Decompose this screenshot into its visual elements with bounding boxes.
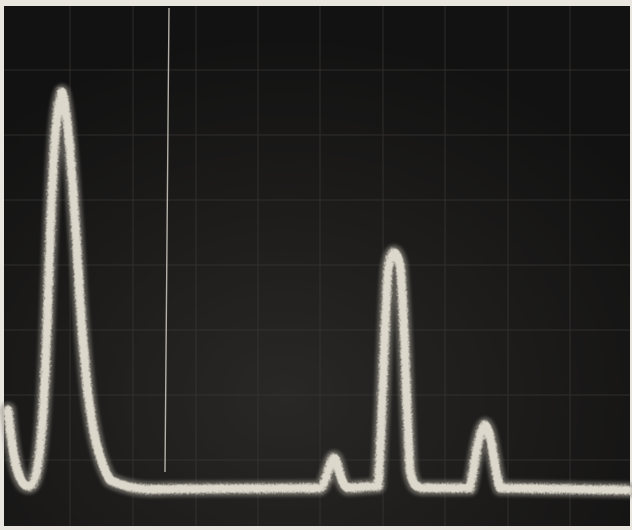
- marker-line: [164, 7, 170, 473]
- screen: [4, 6, 630, 526]
- graticule: [4, 6, 630, 526]
- trace: [0, 84, 632, 498]
- trace-line: [3, 87, 632, 495]
